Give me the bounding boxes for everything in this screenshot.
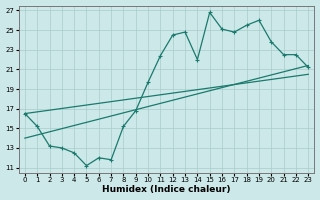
X-axis label: Humidex (Indice chaleur): Humidex (Indice chaleur)	[102, 185, 231, 194]
